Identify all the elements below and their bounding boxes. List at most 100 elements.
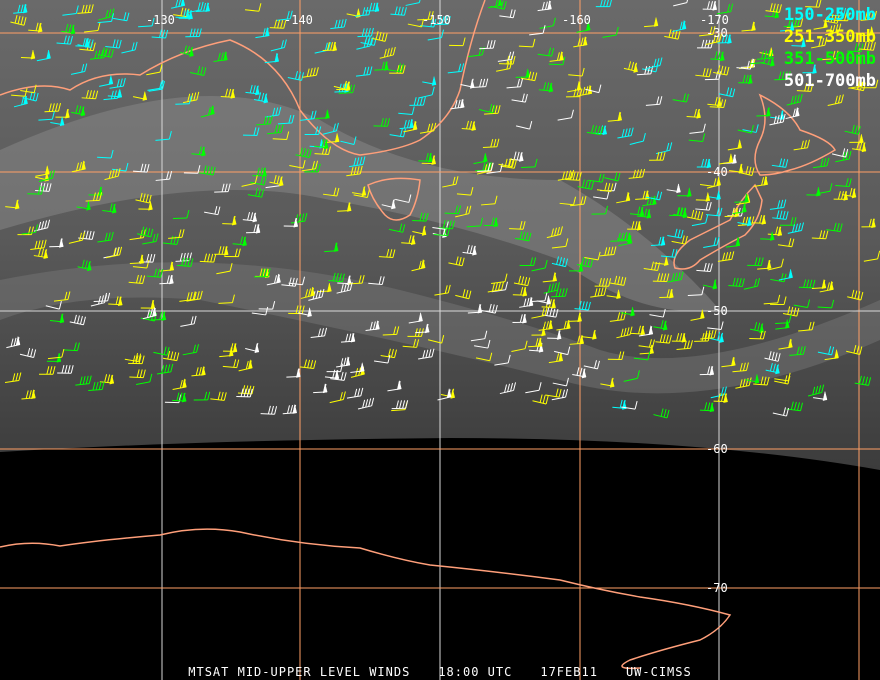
wind-barb	[813, 18, 828, 30]
longitude-label: -150	[422, 13, 451, 27]
wind-barb	[628, 168, 646, 179]
wind-barb	[569, 335, 585, 345]
wind-barb	[511, 93, 528, 103]
wind-barb	[330, 371, 347, 381]
wind-barb	[826, 222, 843, 233]
wind-barb	[551, 256, 569, 268]
wind-barb	[667, 228, 684, 239]
wind-barb	[509, 220, 526, 230]
latitude-labels: -30 -40 -50 -60 -70	[706, 26, 728, 595]
wind-barb	[738, 74, 753, 85]
wind-barb	[846, 43, 864, 53]
wind-barb	[577, 179, 594, 190]
wind-barb	[775, 319, 790, 330]
wind-barb	[346, 387, 364, 399]
wind-barb	[124, 353, 142, 363]
wind-barb	[584, 251, 601, 261]
wind-barb	[113, 12, 130, 22]
wind-barb	[236, 388, 253, 398]
wind-barb	[567, 312, 582, 323]
longitude-label: -130	[146, 13, 175, 27]
wind-barb	[374, 61, 389, 71]
wind-barb	[417, 11, 434, 21]
wind-barb	[734, 193, 749, 203]
wind-barb	[288, 276, 306, 286]
wind-barb	[223, 343, 238, 353]
wind-barb	[474, 339, 491, 349]
wind-barb	[421, 155, 436, 165]
wind-barb	[438, 220, 455, 230]
wind-barb	[186, 290, 203, 302]
wind-barb	[789, 346, 806, 356]
longitude-label: -160	[562, 13, 591, 27]
wind-barb	[778, 338, 793, 350]
wind-barb	[694, 332, 711, 342]
wind-barb	[322, 187, 340, 197]
wind-barb	[36, 49, 51, 62]
wind-barb	[200, 105, 215, 118]
wind-barb	[189, 66, 207, 76]
wind-barb	[813, 391, 828, 401]
wind-barb	[673, 0, 689, 7]
wind-barb	[616, 326, 633, 339]
wind-barb	[659, 289, 674, 299]
wind-barb	[272, 131, 290, 141]
wind-barb	[162, 350, 180, 362]
wind-barb	[786, 93, 803, 106]
wind-barb	[488, 0, 503, 9]
wind-barb	[105, 39, 122, 49]
wind-barb	[252, 167, 267, 178]
wind-barb	[415, 323, 430, 334]
wind-barb	[373, 118, 390, 127]
wind-barb	[672, 93, 689, 103]
wind-barb	[802, 64, 817, 74]
wind-barb	[704, 71, 722, 81]
wind-barb	[246, 224, 261, 234]
wind-barb	[699, 178, 717, 187]
wind-barb	[286, 368, 301, 378]
wind-barb	[38, 169, 55, 183]
wind-barb	[572, 367, 587, 379]
wind-barb	[237, 385, 255, 395]
wind-barb	[140, 299, 156, 310]
wind-barb	[548, 352, 564, 364]
wind-barb	[591, 205, 609, 215]
wind-barb	[796, 82, 814, 92]
wind-barb	[245, 342, 260, 354]
wind-barb	[159, 261, 175, 272]
wind-barb	[277, 114, 295, 125]
wind-barb	[99, 374, 115, 385]
wind-barb	[340, 333, 356, 343]
wind-barb	[671, 235, 688, 245]
wind-barb	[757, 259, 772, 270]
wind-barb	[455, 289, 472, 300]
wind-barb	[793, 299, 811, 308]
wind-barb	[620, 307, 635, 317]
wind-barb	[732, 203, 747, 215]
wind-barb	[422, 76, 437, 86]
wind-barb	[499, 9, 516, 19]
wind-barb	[47, 349, 65, 360]
wind-barb	[442, 176, 459, 188]
wind-barb	[842, 187, 857, 199]
wind-barb	[256, 115, 273, 126]
wind-barb	[308, 288, 325, 301]
wind-barb	[348, 275, 365, 285]
wind-barb	[81, 89, 99, 100]
wind-barb	[786, 401, 803, 412]
wind-barb	[38, 111, 55, 121]
coastline-tasmania	[367, 177, 421, 221]
wind-barb	[753, 376, 770, 386]
wind-barb	[325, 133, 340, 144]
wind-barb	[338, 84, 356, 94]
wind-barb	[53, 291, 71, 302]
wind-barb	[525, 382, 542, 394]
wind-barb	[179, 45, 194, 58]
wind-barb	[340, 136, 357, 146]
date-stamp: 17FEB11	[540, 665, 598, 679]
wind-barb	[418, 152, 433, 163]
wind-barb	[405, 0, 421, 6]
wind-barb	[623, 370, 640, 382]
wind-barb	[671, 333, 687, 343]
